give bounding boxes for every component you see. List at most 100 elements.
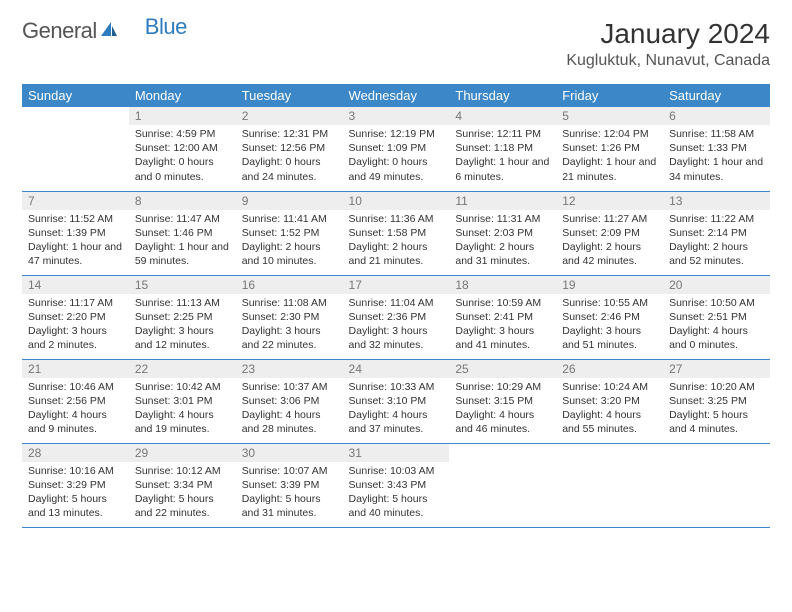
sunrise-text: Sunrise: 12:11 PM [455,127,550,141]
calendar-day-cell: 4Sunrise: 12:11 PMSunset: 1:18 PMDayligh… [449,107,556,191]
calendar-day-cell: 15Sunrise: 11:13 AMSunset: 2:25 PMDaylig… [129,275,236,359]
day-number: 6 [663,107,770,125]
sunrise-text: Sunrise: 10:59 AM [455,296,550,310]
calendar-day-cell: 27Sunrise: 10:20 AMSunset: 3:25 PMDaylig… [663,359,770,443]
day-info: Sunrise: 10:55 AMSunset: 2:46 PMDaylight… [556,294,663,357]
calendar-day-cell: 25Sunrise: 10:29 AMSunset: 3:15 PMDaylig… [449,359,556,443]
calendar-week-row: 14Sunrise: 11:17 AMSunset: 2:20 PMDaylig… [22,275,770,359]
sunrise-text: Sunrise: 10:24 AM [562,380,657,394]
daylight-text: Daylight: 5 hours and 31 minutes. [242,492,337,520]
weekday-header: Thursday [449,84,556,107]
daylight-text: Daylight: 4 hours and 37 minutes. [349,408,444,436]
calendar-day-cell: 22Sunrise: 10:42 AMSunset: 3:01 PMDaylig… [129,359,236,443]
sunrise-text: Sunrise: 10:29 AM [455,380,550,394]
calendar-day-cell: 9Sunrise: 11:41 AMSunset: 1:52 PMDayligh… [236,191,343,275]
calendar-day-cell: 28Sunrise: 10:16 AMSunset: 3:29 PMDaylig… [22,443,129,527]
sunrise-text: Sunrise: 11:52 AM [28,212,123,226]
sunset-text: Sunset: 3:34 PM [135,478,230,492]
day-number: 17 [343,276,450,294]
sail-icon [99,18,119,44]
daylight-text: Daylight: 3 hours and 32 minutes. [349,324,444,352]
calendar-day-cell: 21Sunrise: 10:46 AMSunset: 2:56 PMDaylig… [22,359,129,443]
sunset-text: Sunset: 1:26 PM [562,141,657,155]
calendar-day-cell: 14Sunrise: 11:17 AMSunset: 2:20 PMDaylig… [22,275,129,359]
daylight-text: Daylight: 4 hours and 0 minutes. [669,324,764,352]
calendar-day-cell: 6Sunrise: 11:58 AMSunset: 1:33 PMDayligh… [663,107,770,191]
daylight-text: Daylight: 4 hours and 55 minutes. [562,408,657,436]
sunset-text: Sunset: 1:58 PM [349,226,444,240]
sunset-text: Sunset: 3:39 PM [242,478,337,492]
sunrise-text: Sunrise: 10:55 AM [562,296,657,310]
calendar-day-cell: 11Sunrise: 11:31 AMSunset: 2:03 PMDaylig… [449,191,556,275]
sunrise-text: Sunrise: 11:41 AM [242,212,337,226]
weekday-header: Wednesday [343,84,450,107]
sunrise-text: Sunrise: 10:20 AM [669,380,764,394]
day-number: 10 [343,192,450,210]
daylight-text: Daylight: 5 hours and 13 minutes. [28,492,123,520]
daylight-text: Daylight: 4 hours and 19 minutes. [135,408,230,436]
day-info: Sunrise: 11:36 AMSunset: 1:58 PMDaylight… [343,210,450,273]
day-info: Sunrise: 10:24 AMSunset: 3:20 PMDaylight… [556,378,663,441]
day-info: Sunrise: 11:13 AMSunset: 2:25 PMDaylight… [129,294,236,357]
day-number: 29 [129,444,236,462]
calendar-day-cell: 16Sunrise: 11:08 AMSunset: 2:30 PMDaylig… [236,275,343,359]
sunrise-text: Sunrise: 10:16 AM [28,464,123,478]
calendar-week-row: 21Sunrise: 10:46 AMSunset: 2:56 PMDaylig… [22,359,770,443]
sunrise-text: Sunrise: 12:19 PM [349,127,444,141]
daylight-text: Daylight: 4 hours and 28 minutes. [242,408,337,436]
calendar-day-cell [22,107,129,191]
weekday-header: Tuesday [236,84,343,107]
day-number: 25 [449,360,556,378]
sunrise-text: Sunrise: 10:03 AM [349,464,444,478]
day-number: 22 [129,360,236,378]
daylight-text: Daylight: 5 hours and 40 minutes. [349,492,444,520]
daylight-text: Daylight: 0 hours and 0 minutes. [135,155,230,183]
day-number: 9 [236,192,343,210]
sunrise-text: Sunrise: 11:27 AM [562,212,657,226]
weekday-header: Monday [129,84,236,107]
calendar-day-cell: 26Sunrise: 10:24 AMSunset: 3:20 PMDaylig… [556,359,663,443]
sunrise-text: Sunrise: 11:58 AM [669,127,764,141]
brand-part1: General [22,18,97,44]
calendar-day-cell: 12Sunrise: 11:27 AMSunset: 2:09 PMDaylig… [556,191,663,275]
calendar-day-cell: 13Sunrise: 11:22 AMSunset: 2:14 PMDaylig… [663,191,770,275]
calendar-week-row: 1Sunrise: 4:59 PMSunset: 12:00 AMDayligh… [22,107,770,191]
sunset-text: Sunset: 3:10 PM [349,394,444,408]
calendar-day-cell: 5Sunrise: 12:04 PMSunset: 1:26 PMDayligh… [556,107,663,191]
calendar-day-cell [449,443,556,527]
day-info: Sunrise: 11:31 AMSunset: 2:03 PMDaylight… [449,210,556,273]
sunrise-text: Sunrise: 11:22 AM [669,212,764,226]
sunset-text: Sunset: 2:30 PM [242,310,337,324]
day-info: Sunrise: 10:46 AMSunset: 2:56 PMDaylight… [22,378,129,441]
sunrise-text: Sunrise: 11:08 AM [242,296,337,310]
sunrise-text: Sunrise: 11:47 AM [135,212,230,226]
daylight-text: Daylight: 2 hours and 21 minutes. [349,240,444,268]
daylight-text: Daylight: 3 hours and 2 minutes. [28,324,123,352]
day-number: 12 [556,192,663,210]
calendar-day-cell: 1Sunrise: 4:59 PMSunset: 12:00 AMDayligh… [129,107,236,191]
calendar-day-cell [663,443,770,527]
day-number: 4 [449,107,556,125]
day-number: 27 [663,360,770,378]
sunrise-text: Sunrise: 10:42 AM [135,380,230,394]
sunrise-text: Sunrise: 12:31 PM [242,127,337,141]
sunrise-text: Sunrise: 11:17 AM [28,296,123,310]
daylight-text: Daylight: 2 hours and 10 minutes. [242,240,337,268]
day-number: 8 [129,192,236,210]
daylight-text: Daylight: 1 hour and 59 minutes. [135,240,230,268]
sunset-text: Sunset: 2:51 PM [669,310,764,324]
day-info: Sunrise: 11:17 AMSunset: 2:20 PMDaylight… [22,294,129,357]
day-info: Sunrise: 12:04 PMSunset: 1:26 PMDaylight… [556,125,663,188]
sunset-text: Sunset: 2:41 PM [455,310,550,324]
day-info: Sunrise: 10:29 AMSunset: 3:15 PMDaylight… [449,378,556,441]
sunset-text: Sunset: 3:06 PM [242,394,337,408]
sunset-text: Sunset: 3:20 PM [562,394,657,408]
weekday-header-row: Sunday Monday Tuesday Wednesday Thursday… [22,84,770,107]
daylight-text: Daylight: 1 hour and 6 minutes. [455,155,550,183]
day-info: Sunrise: 10:20 AMSunset: 3:25 PMDaylight… [663,378,770,441]
day-number: 5 [556,107,663,125]
calendar-day-cell: 19Sunrise: 10:55 AMSunset: 2:46 PMDaylig… [556,275,663,359]
day-info: Sunrise: 10:59 AMSunset: 2:41 PMDaylight… [449,294,556,357]
daylight-text: Daylight: 3 hours and 41 minutes. [455,324,550,352]
sunset-text: Sunset: 2:56 PM [28,394,123,408]
